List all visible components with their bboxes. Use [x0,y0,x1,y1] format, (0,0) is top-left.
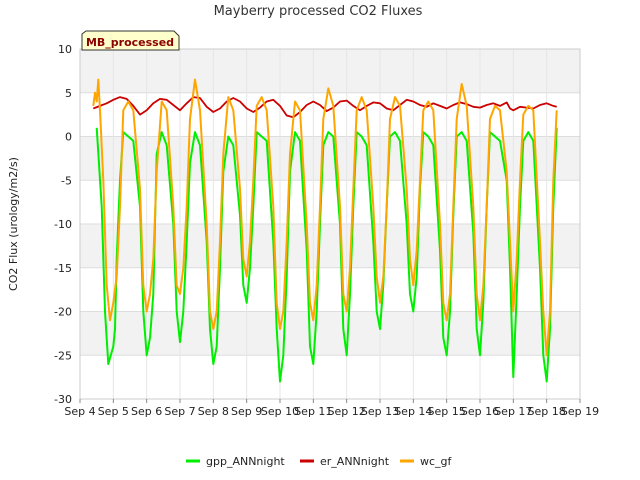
x-tick-label: Sep 7 [164,405,195,418]
y-tick-label: -20 [54,306,72,319]
x-tick-label: Sep 10 [261,405,299,418]
badge: MB_processed [81,30,180,51]
x-tick-label: Sep 16 [461,405,499,418]
x-tick-label: Sep 4 [64,405,95,418]
y-tick-label: -5 [61,174,72,187]
plot-band [80,355,580,399]
y-tick-label: 10 [58,43,72,56]
chart-title: Mayberry processed CO2 Fluxes [214,4,423,19]
plot-band [80,311,580,356]
x-tick-label: Sep 5 [98,405,129,418]
badge-label: MB_processed [86,36,174,49]
series-line-wc-gf [92,78,558,357]
plot-band [80,136,580,181]
x-tick-label: Sep 18 [528,405,566,418]
x-tick-label: Sep 17 [494,405,532,418]
y-tick-label: 5 [65,87,72,100]
plot-band [80,49,580,93]
y-axis: 10 5 0 -5 -10 -15 -20 -25 -30 [54,43,72,406]
legend: gpp_ANNnight er_ANNnight wc_gf [186,455,453,468]
legend-label: wc_gf [420,455,453,468]
x-tick-label: Sep 15 [428,405,466,418]
x-tick-label: Sep 12 [328,405,366,418]
y-tick-label: -30 [54,393,72,406]
series-layer [92,78,558,383]
plot-background [80,49,580,399]
x-tick-label: Sep 6 [131,405,162,418]
y-tick-label: -25 [54,349,72,362]
plot-frame [79,48,581,400]
plot-band [80,224,580,268]
plot-band [80,92,580,137]
x-tick-label: Sep 19 [561,405,599,418]
y-tick-label: -15 [54,262,72,275]
y-tick-label: 0 [65,131,72,144]
x-tick-label: Sep 8 [198,405,229,418]
plot-band [80,180,580,224]
y-tick-label: -10 [54,218,72,231]
plot-band [80,267,580,312]
legend-label: er_ANNnight [320,455,390,468]
y-axis-label: CO2 Flux (urology/m2/s) [7,157,20,291]
x-tick-label: Sep 13 [361,405,399,418]
x-tick-label: Sep 11 [294,405,332,418]
legend-label: gpp_ANNnight [206,455,285,468]
series-line-er-annnight [92,96,557,119]
x-tick-label: Sep 9 [231,405,262,418]
x-tick-label: Sep 14 [394,405,432,418]
